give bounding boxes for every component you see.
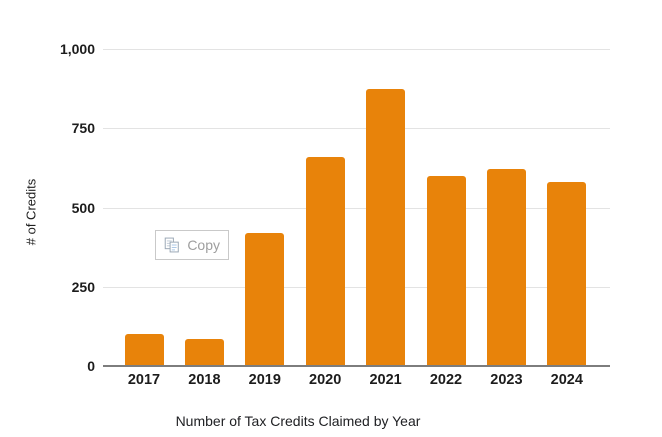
y-tick-label: 0 <box>87 358 95 374</box>
gridline <box>103 286 610 288</box>
bar-2024 <box>547 182 587 366</box>
gridline <box>103 128 610 130</box>
bar-2023 <box>486 169 526 366</box>
x-tick-label: 2022 <box>429 372 463 388</box>
gridline <box>103 207 610 209</box>
bar-2017 <box>124 334 164 366</box>
y-tick-label: 250 <box>71 278 95 295</box>
y-axis-tick-labels: 0 250 500 750 1,000 <box>0 0 95 437</box>
gridline <box>103 49 610 50</box>
copy-icon <box>164 237 179 253</box>
copy-button[interactable]: Copy <box>155 230 229 260</box>
y-tick-label: 500 <box>71 199 95 216</box>
bar-2021 <box>366 88 406 366</box>
x-tick-label: 2018 <box>188 372 221 388</box>
x-tick-label: 2023 <box>490 372 523 388</box>
y-tick-label: 1,000 <box>59 41 95 57</box>
bar-2019 <box>245 232 285 366</box>
bar-2022 <box>426 175 466 366</box>
y-tick-label: 750 <box>71 120 95 137</box>
copy-button-label: Copy <box>187 237 220 253</box>
x-tick-label: 2017 <box>127 372 161 388</box>
x-axis-line <box>103 365 610 367</box>
bar-2018 <box>184 339 224 366</box>
x-tick-label: 2021 <box>369 372 402 388</box>
x-tick-label: 2019 <box>248 372 281 388</box>
bar-2020 <box>305 156 345 366</box>
x-tick-label: 2024 <box>550 372 583 388</box>
x-tick-label: 2020 <box>309 372 342 388</box>
chart-title: Number of Tax Credits Claimed by Year <box>175 413 421 429</box>
plot-area <box>103 49 610 367</box>
